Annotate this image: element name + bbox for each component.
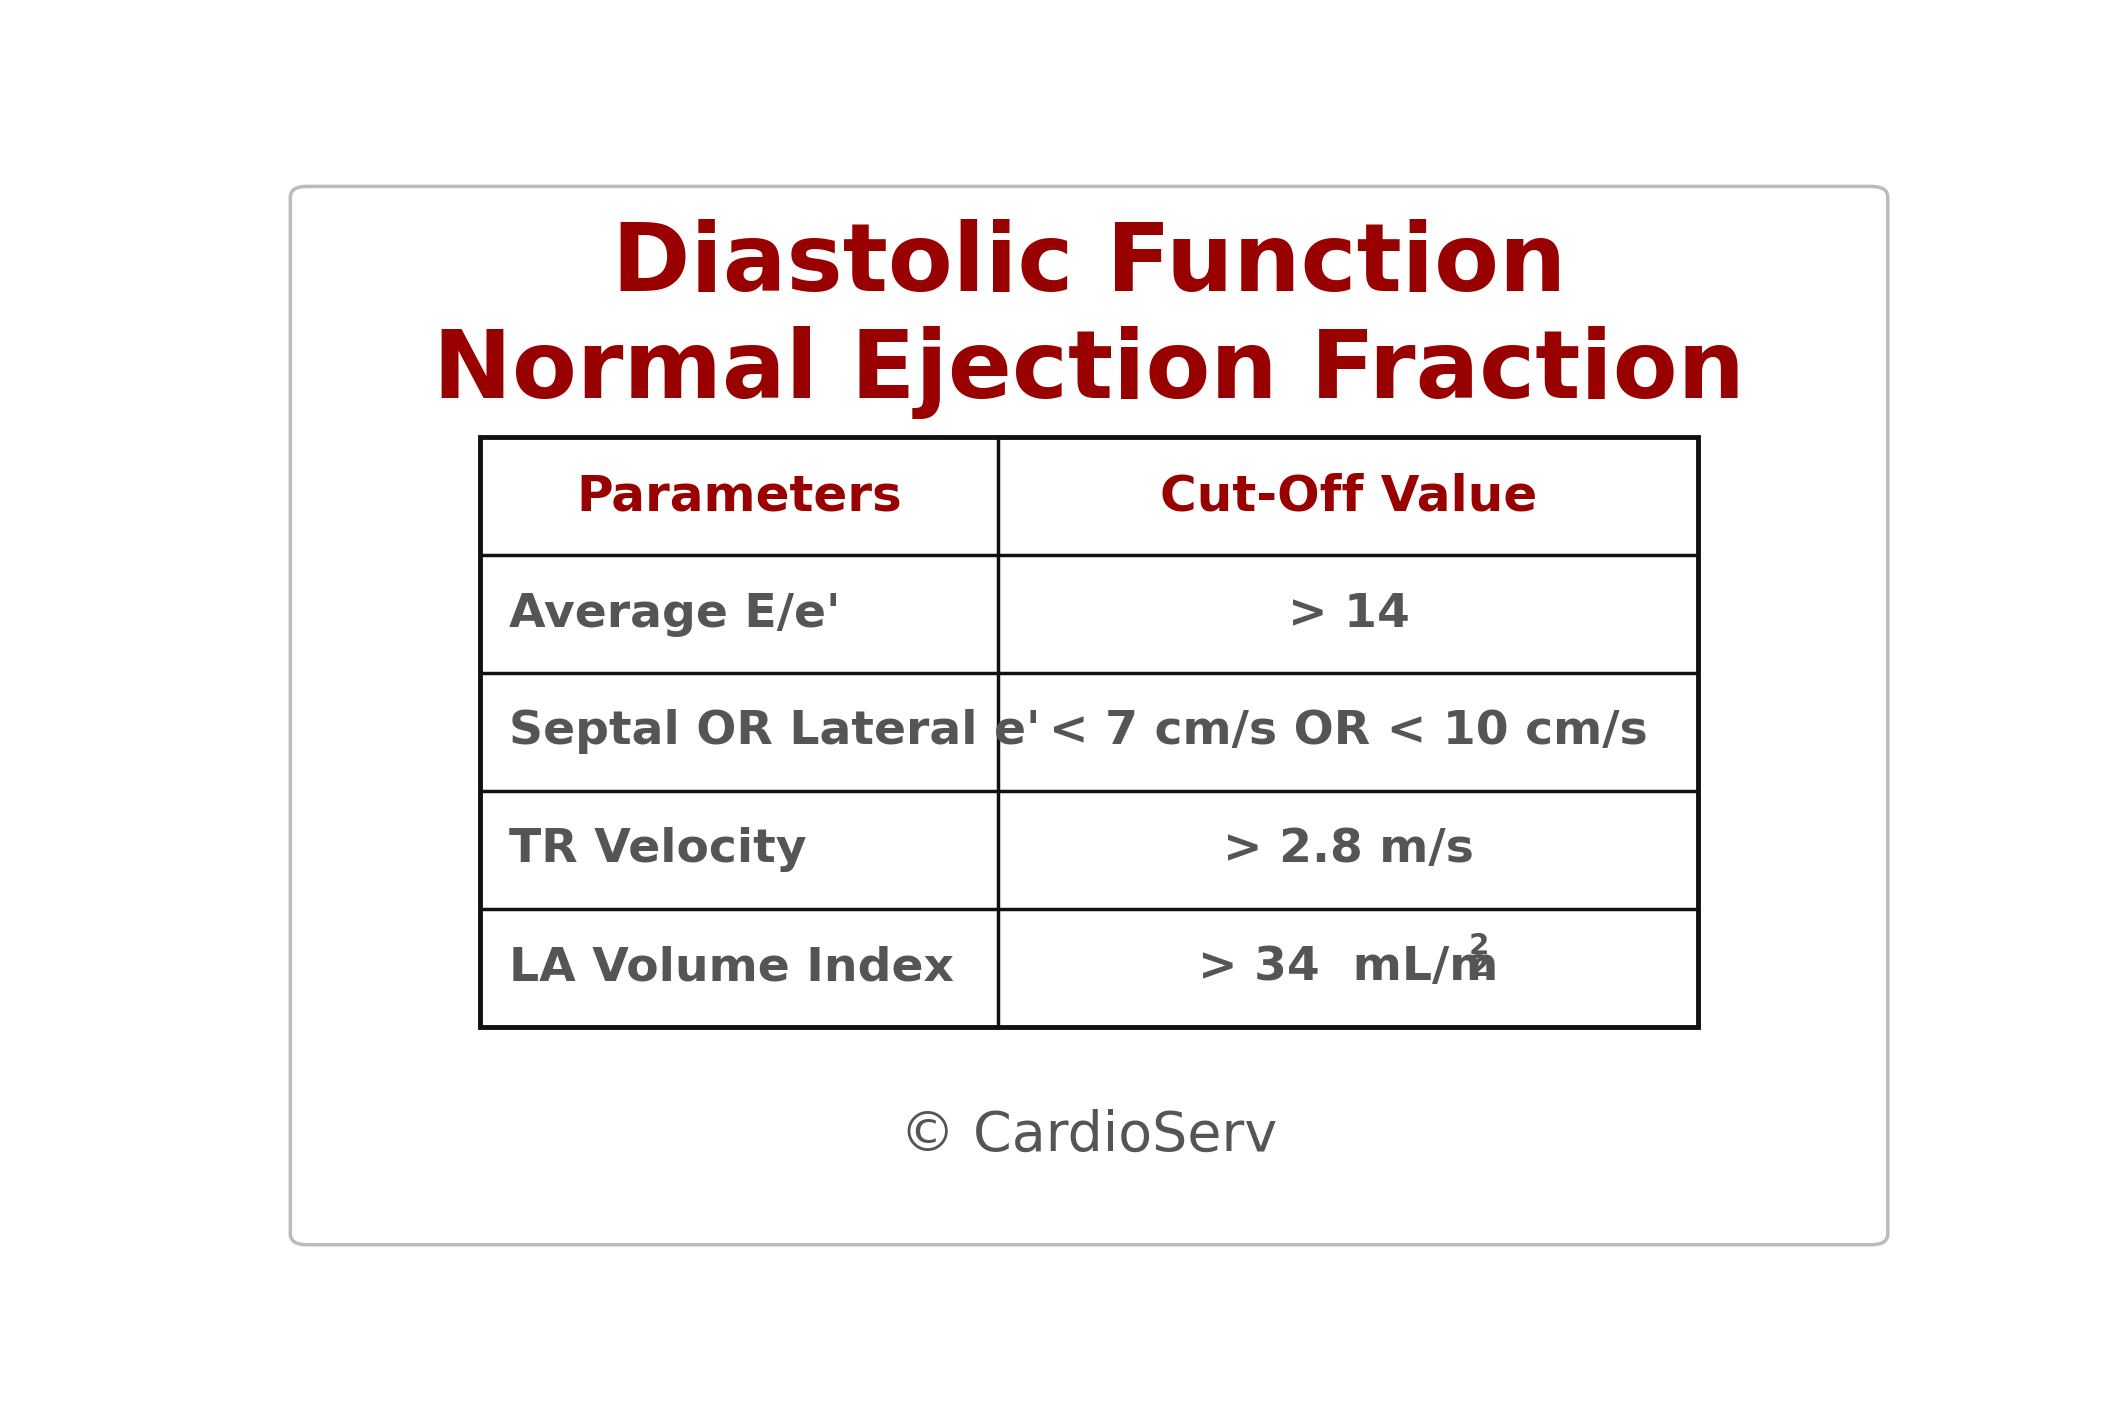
Text: 2: 2	[1468, 932, 1490, 959]
Text: © CardioServ: © CardioServ	[901, 1108, 1277, 1163]
Text: LA Volume Index: LA Volume Index	[510, 945, 954, 990]
Text: < 7 cm/s OR < 10 cm/s: < 7 cm/s OR < 10 cm/s	[1050, 710, 1647, 754]
Text: Diastolic Function
Normal Ejection Fraction: Diastolic Function Normal Ejection Fract…	[434, 220, 1745, 418]
Text: 2: 2	[1468, 954, 1490, 982]
Text: > 2.8 m/s: > 2.8 m/s	[1224, 828, 1475, 873]
Text: Parameters: Parameters	[576, 472, 901, 520]
Text: TR Velocity: TR Velocity	[510, 828, 808, 873]
Text: Average E/e': Average E/e'	[510, 592, 842, 636]
Text: > 14: > 14	[1288, 592, 1409, 636]
FancyBboxPatch shape	[291, 187, 1887, 1244]
Text: > 34  mL/m: > 34 mL/m	[1198, 945, 1498, 990]
Text: Cut-Off Value: Cut-Off Value	[1160, 472, 1536, 520]
Text: Septal OR Lateral e': Septal OR Lateral e'	[510, 710, 1041, 754]
